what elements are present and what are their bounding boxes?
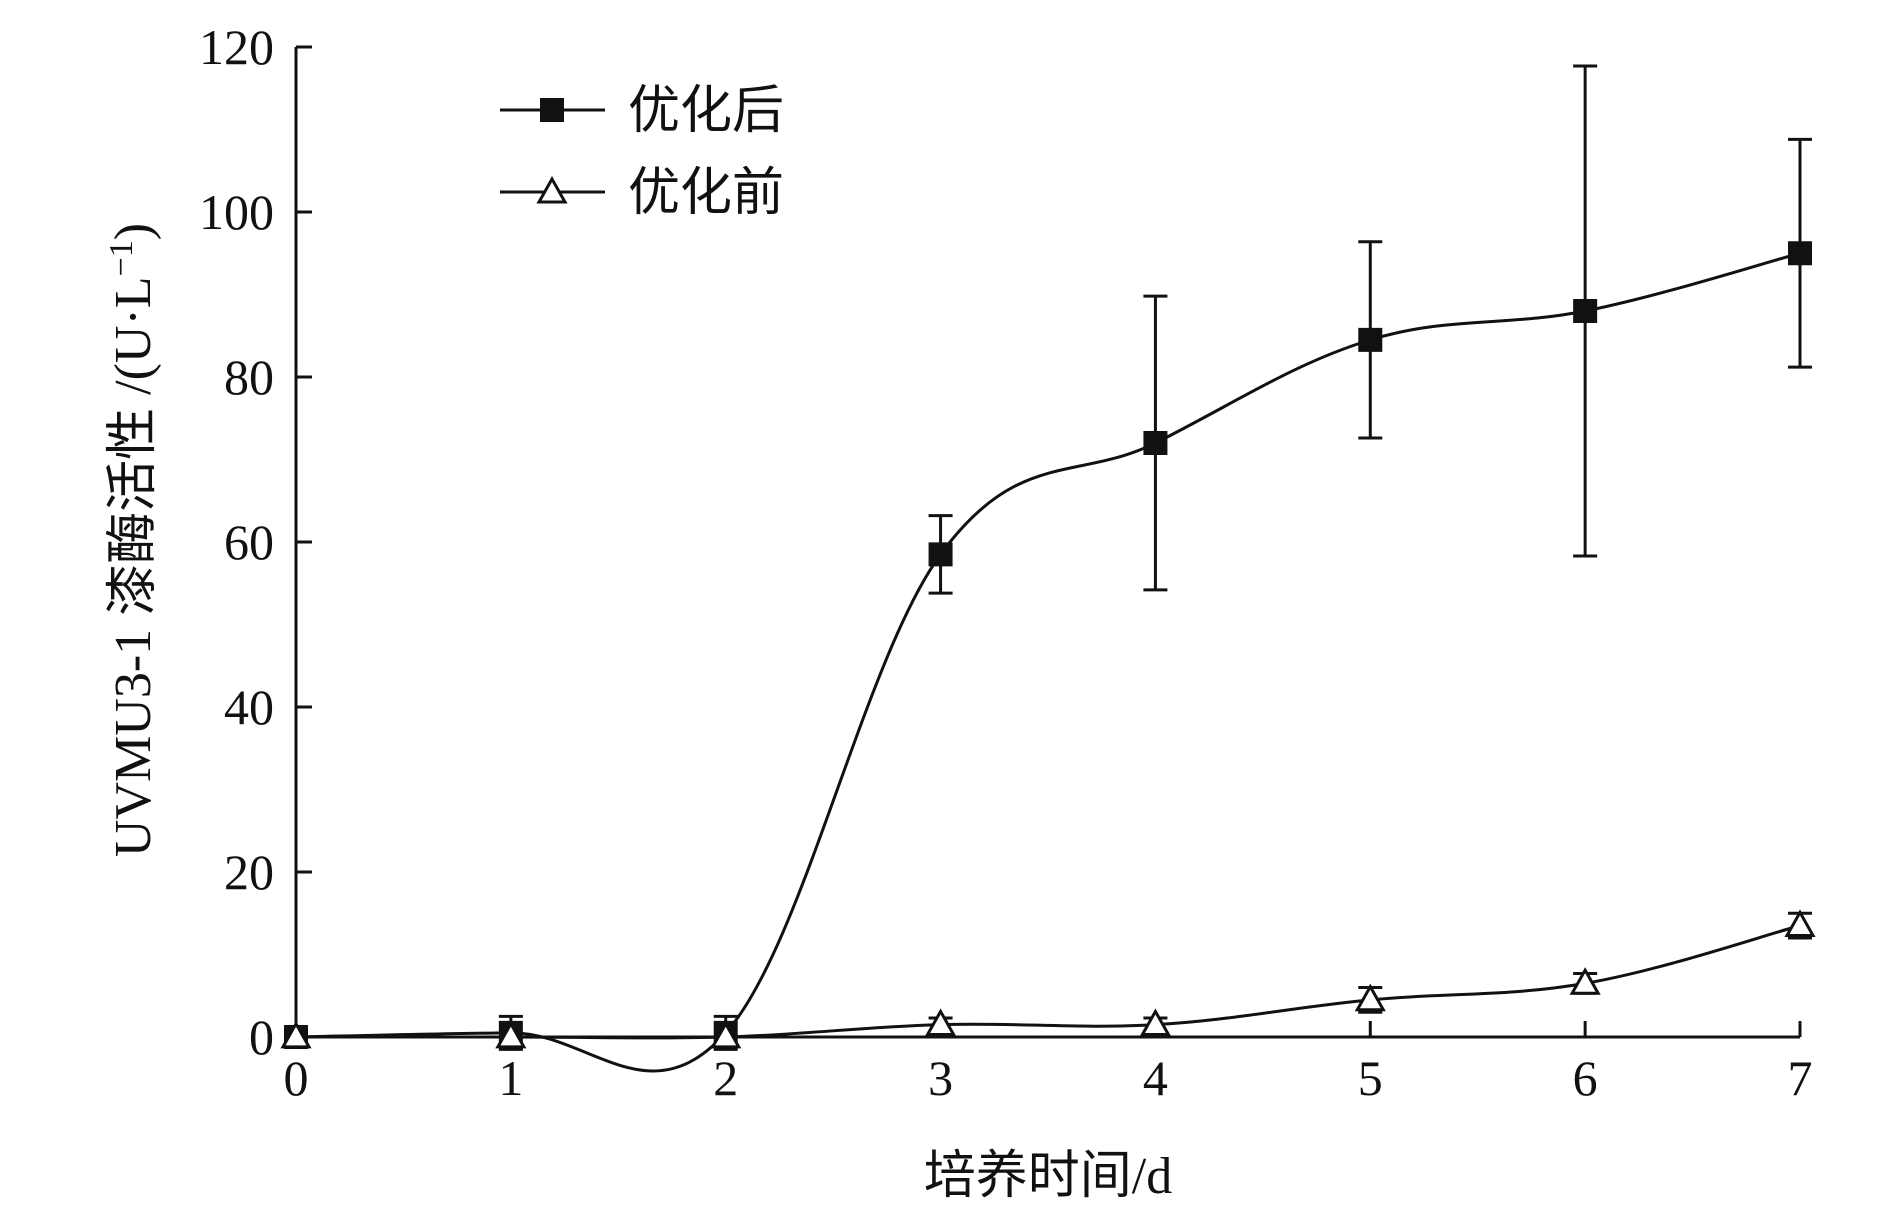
data-point-square [928, 542, 953, 567]
y-tick-label: 20 [224, 844, 274, 900]
data-point-square [1573, 299, 1598, 323]
series-line [295, 924, 1801, 1040]
legend-label-before: 优化前 [628, 165, 784, 222]
y-axis-title-end: ) [105, 223, 162, 240]
y-tick-label: 60 [224, 514, 274, 570]
legend-marker-square [540, 98, 564, 122]
data-point-square [1788, 241, 1812, 266]
data-point-triangle [495, 1020, 527, 1049]
x-tick-label: 7 [1788, 1050, 1813, 1106]
y-tick-label: 80 [224, 349, 274, 405]
axes [294, 47, 1800, 1039]
y-axis-title-superscript: −1 [103, 240, 140, 276]
data-point-triangle [925, 1008, 957, 1037]
data-point-square [1358, 327, 1383, 352]
legend-marker-triangle [536, 175, 568, 204]
y-tick-label: 40 [224, 679, 274, 735]
data-point-triangle [1354, 983, 1386, 1012]
y-tick-label: 0 [249, 1009, 274, 1065]
x-tick-label: 3 [928, 1050, 953, 1106]
y-tick-label: 120 [199, 19, 274, 75]
legend: 优化后 优化前 [500, 83, 784, 222]
data-point-triangle [1569, 967, 1601, 995]
series-before-optimization [280, 909, 1816, 1049]
series [280, 64, 1816, 1073]
data-point-triangle [280, 1020, 312, 1049]
y-axis-title-main: UVMU3-1 漆酶活性 /(U·L [105, 276, 162, 857]
data-point-triangle [1784, 909, 1816, 938]
x-tick-label: 4 [1143, 1050, 1168, 1106]
x-axis-title: 培养时间/d [924, 1148, 1172, 1205]
data-point-square [1143, 431, 1168, 455]
y-axis-title: UVMU3-1 漆酶活性 /(U·L−1) [103, 223, 163, 857]
x-tick-label: 5 [1358, 1050, 1383, 1106]
x-tick-label: 1 [498, 1050, 523, 1106]
series-line [295, 251, 1801, 1073]
x-tick-label: 6 [1573, 1050, 1598, 1106]
data-point-triangle [1139, 1008, 1171, 1037]
legend-label-after: 优化后 [628, 83, 784, 140]
tick-marks: 0 20 40 60 80 100 120 0 1 2 3 4 5 6 7 [199, 19, 1813, 1106]
x-tick-label: 0 [284, 1050, 309, 1106]
data-point-triangle [710, 1020, 742, 1049]
series-after-optimization [284, 64, 1812, 1073]
x-tick-label: 2 [713, 1050, 738, 1106]
y-tick-label: 100 [199, 184, 274, 240]
